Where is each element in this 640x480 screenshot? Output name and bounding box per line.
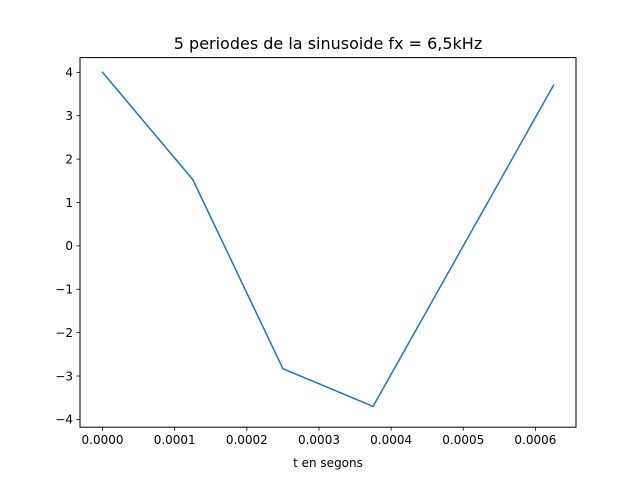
- y-tick-label: 2: [65, 152, 73, 166]
- y-tick-label: −3: [55, 369, 73, 383]
- plot-frame: [79, 57, 577, 428]
- y-tick-label: −2: [55, 326, 73, 340]
- y-tick-label: −1: [55, 283, 73, 297]
- y-tick-label: 1: [65, 196, 73, 210]
- y-axis: −4 −3 −2 −1 0 1 2 3 4: [55, 66, 80, 427]
- x-tick-label: 0.0004: [370, 433, 412, 447]
- series-line-0: [101, 71, 555, 408]
- x-tick-label: 0.0000: [82, 433, 124, 447]
- x-tick-label: 0.0001: [154, 433, 196, 447]
- series-layer: [101, 71, 555, 408]
- y-tick-label: 4: [65, 66, 73, 80]
- x-tick-label: 0.0006: [514, 433, 556, 447]
- y-tick-label: 0: [65, 239, 73, 253]
- y-tick-label: −4: [55, 413, 73, 427]
- y-tick-label: 3: [65, 109, 73, 123]
- x-tick-label: 0.0002: [226, 433, 268, 447]
- x-axis-label: t en segons: [293, 456, 363, 470]
- x-tick-label: 0.0005: [442, 433, 484, 447]
- chart-title: 5 periodes de la sinusoide fx = 6,5kHz: [174, 34, 482, 53]
- x-tick-label: 0.0003: [298, 433, 340, 447]
- x-axis: 0.0000 0.0001 0.0002 0.0003 0.0004 0.0005 0.00…: [82, 427, 556, 447]
